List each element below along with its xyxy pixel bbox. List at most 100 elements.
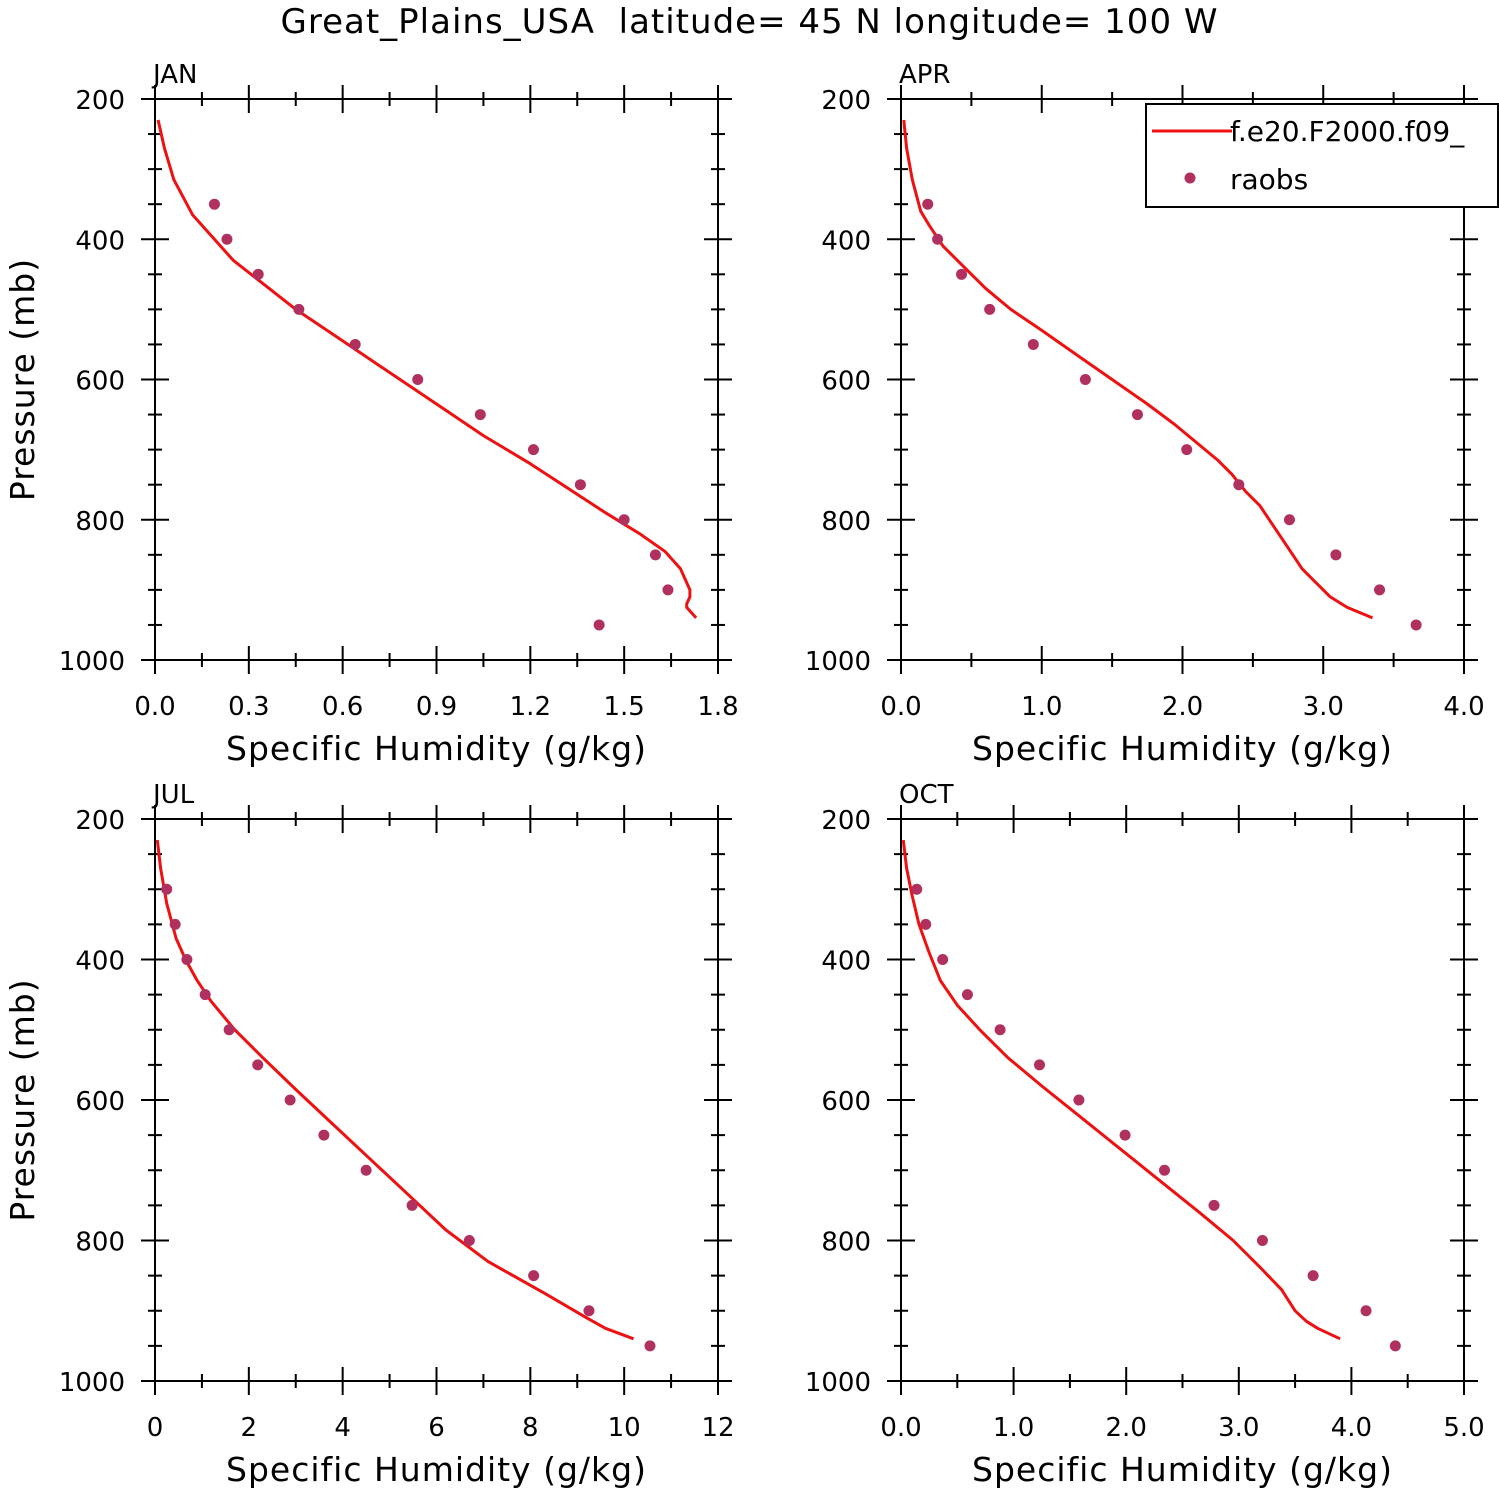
y-axis-label: Pressure (mb)	[3, 978, 42, 1221]
y-tick-label: 800	[75, 507, 125, 537]
y-tick-label: 600	[821, 1087, 871, 1117]
x-tick-label: 1.2	[510, 692, 551, 722]
y-tick-label: 200	[75, 806, 125, 836]
x-tick-label: 10	[608, 1413, 641, 1443]
raobs-point	[293, 303, 305, 315]
plot-frame	[154, 98, 719, 661]
raobs-point	[1360, 1305, 1372, 1317]
raobs-point	[349, 338, 361, 350]
raobs-point	[528, 1270, 540, 1282]
raobs-point	[922, 198, 934, 210]
y-tick-label: 600	[821, 367, 871, 397]
plot-frame	[900, 818, 1465, 1382]
y-tick-label: 1000	[805, 647, 871, 677]
raobs-point	[593, 619, 605, 631]
raobs-point	[1307, 1270, 1319, 1282]
x-axis-label: Specific Humidity (g/kg)	[972, 729, 1393, 768]
x-tick-label: 2	[241, 1413, 258, 1443]
raobs-point	[1073, 1094, 1085, 1106]
raobs-point	[463, 1235, 475, 1246]
raobs-point	[574, 479, 586, 491]
raobs-point	[1256, 1235, 1268, 1246]
raobs-point	[644, 1340, 656, 1352]
panel-jul: 200 400 600 800 1000 0 2 4 6 8 10 12 JUL Specific Hum…	[3, 780, 735, 1489]
raobs-point	[1330, 549, 1342, 561]
x-tick-label: 1.8	[697, 692, 738, 722]
panel-title: JUL	[151, 780, 195, 810]
x-tick-label: 0.3	[228, 692, 269, 722]
raobs-point	[199, 989, 211, 1001]
x-tick-label: 0.0	[880, 1413, 921, 1443]
model-line	[155, 839, 635, 1341]
legend-box	[1145, 103, 1499, 208]
y-tick-label: 800	[821, 1228, 871, 1258]
raobs-point	[1389, 1340, 1401, 1352]
raobs-point	[1033, 1059, 1045, 1071]
model-line	[901, 839, 1341, 1341]
raobs-point	[937, 954, 949, 965]
y-tick-label: 800	[821, 507, 871, 537]
raobs-point	[583, 1305, 595, 1317]
x-tick-label: 2.0	[1106, 1413, 1147, 1443]
raobs-point	[1131, 409, 1143, 421]
plot-frame	[154, 818, 719, 1382]
raobs-point	[662, 584, 674, 596]
x-tick-label: 0	[147, 1413, 164, 1443]
legend: f.e20.F2000.f09_raobs	[1145, 103, 1499, 208]
raobs-point	[474, 409, 486, 421]
x-tick-label: 1.0	[993, 1413, 1034, 1443]
x-tick-label: 4.0	[1443, 692, 1484, 722]
raobs-point	[618, 514, 630, 526]
panel-title: APR	[899, 60, 951, 90]
raobs-point	[161, 883, 173, 895]
raobs-point	[412, 374, 424, 385]
raobs-point	[1079, 374, 1091, 385]
legend-model-label: f.e20.F2000.f09_	[1230, 115, 1465, 148]
x-axis-label: Specific Humidity (g/kg)	[226, 729, 647, 768]
raobs-point	[360, 1164, 372, 1176]
raobs-point	[956, 268, 968, 280]
x-tick-label: 3.0	[1218, 1413, 1259, 1443]
raobs-point	[920, 918, 932, 930]
raobs-point	[221, 233, 233, 245]
raobs-point	[252, 268, 264, 280]
panel-title: JAN	[151, 60, 197, 90]
raobs-point	[208, 198, 220, 210]
raobs-point	[527, 444, 539, 456]
y-tick-label: 200	[75, 86, 125, 116]
raobs-point	[1119, 1129, 1131, 1141]
x-axis-label: Specific Humidity (g/kg)	[972, 1450, 1393, 1489]
y-tick-label: 1000	[59, 647, 125, 677]
x-axis-label: Specific Humidity (g/kg)	[226, 1450, 647, 1489]
y-tick-label: 800	[75, 1228, 125, 1258]
raobs-point	[406, 1199, 418, 1211]
raobs-point	[649, 549, 661, 561]
x-tick-label: 0.0	[134, 692, 175, 722]
x-tick-label: 0.9	[416, 692, 457, 722]
raobs-point	[1374, 584, 1386, 596]
raobs-point	[1158, 1164, 1170, 1176]
y-tick-label: 400	[821, 947, 871, 977]
x-tick-label: 0.6	[322, 692, 363, 722]
y-tick-label: 1000	[805, 1368, 871, 1398]
raobs-point	[911, 883, 923, 895]
y-tick-label: 1000	[59, 1368, 125, 1398]
x-tick-label: 5.0	[1443, 1413, 1484, 1443]
raobs-point	[984, 303, 996, 315]
x-tick-label: 4.0	[1331, 1413, 1372, 1443]
x-tick-label: 12	[701, 1413, 734, 1443]
x-tick-label: 3.0	[1303, 692, 1344, 722]
raobs-point	[1283, 514, 1295, 526]
raobs-point	[1410, 619, 1422, 631]
x-tick-label: 4	[334, 1413, 351, 1443]
raobs-point	[1208, 1199, 1220, 1211]
panel-oct: 200 400 600 800 1000 0.0 1.0 2.0 3.0 4.0 5.0 OCT Spe…	[805, 780, 1485, 1489]
x-tick-label: 0.0	[880, 692, 921, 722]
model-line	[902, 119, 1374, 620]
raobs-point	[1181, 444, 1193, 456]
raobs-point	[961, 989, 973, 1001]
figure-title: Great_Plains_USA latitude= 45 N longitud…	[280, 2, 1219, 42]
raobs-point	[1027, 338, 1039, 350]
legend-obs-swatch	[1184, 172, 1196, 184]
